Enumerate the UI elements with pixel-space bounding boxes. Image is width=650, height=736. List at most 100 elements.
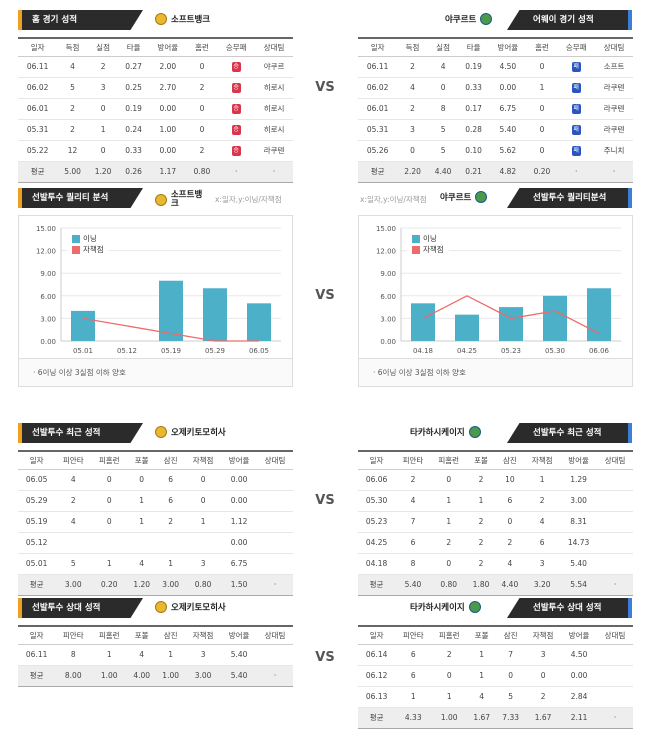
team-name: 오제키토모히사 xyxy=(155,601,226,613)
bar xyxy=(455,314,479,341)
table-cell: 6 xyxy=(395,532,431,554)
column-header: 일자 xyxy=(358,37,398,57)
table-cell: 히로시 xyxy=(255,77,293,99)
table-row: 06.12 6 0 1 0 0 0.00 xyxy=(358,665,633,687)
column-header: 일자 xyxy=(18,450,56,470)
pitcher-recent-table: 일자 피안타 피홈런 포볼 삼진 자책점 방어율 상대팀 06.05 4 0 0 6 0 0.00 05.29… xyxy=(18,450,293,596)
table-cell xyxy=(257,553,293,575)
table-cell: 2 xyxy=(186,140,218,162)
table-cell: 1 xyxy=(156,553,186,575)
table-cell: 2 xyxy=(87,56,119,78)
line-series xyxy=(82,317,259,342)
team-label: 타카하시케이지 xyxy=(410,428,465,438)
table-cell: 2 xyxy=(395,469,431,491)
bar xyxy=(543,295,567,341)
legend-item: 이닝 xyxy=(72,233,104,244)
team-logo-icon xyxy=(468,426,481,438)
table-cell: 8 xyxy=(55,644,92,666)
table-row: 06.11 2 4 0.19 4.50 0 패 소프트 xyxy=(358,56,633,78)
table-cell: · xyxy=(217,161,256,183)
table-row: 06.02 5 3 0.25 2.70 2 승 히로시 xyxy=(18,77,293,99)
table-cell: 2 xyxy=(57,119,88,141)
table-cell: 5 xyxy=(55,553,92,575)
table-cell: 평균 xyxy=(18,574,56,596)
table-cell: 6.75 xyxy=(221,553,258,575)
result-badge: 패 xyxy=(571,83,581,93)
table-cell: 0.00 xyxy=(221,532,258,554)
table-cell: 0 xyxy=(526,56,558,78)
column-header: 일자 xyxy=(18,625,56,645)
column-header: 홈런 xyxy=(186,37,218,57)
table-cell: 0 xyxy=(186,98,218,120)
table-cell: 0.00 xyxy=(221,469,258,491)
table-cell: 05.22 xyxy=(18,140,58,162)
table-cell: 1.17 xyxy=(148,161,187,183)
table-cell: 0 xyxy=(427,77,459,99)
result-badge: 패 xyxy=(571,146,581,156)
table-cell: 승 xyxy=(217,98,256,120)
table-cell: 1 xyxy=(156,644,186,666)
table-cell xyxy=(257,532,293,554)
table-cell: 4.82 xyxy=(488,161,527,183)
table-cell: 0.19 xyxy=(118,98,149,120)
table-cell xyxy=(156,532,186,554)
table-cell: 5.40 xyxy=(488,119,527,141)
table-cell: 0.17 xyxy=(458,98,489,120)
table-header: 일자 피안타 피홈런 포볼 삼진 자책점 방어율 상대팀 xyxy=(358,450,633,470)
legend-swatch xyxy=(412,245,420,254)
table-cell: 2 xyxy=(397,98,428,120)
table-cell: 4.40 xyxy=(495,574,525,596)
pitcher-versus-table: 일자 피안타 피홈런 포볼 삼진 자책점 방어율 상대팀 06.11 8 1 4 1 3 5.40 평균 8.0… xyxy=(18,625,293,687)
legend-item: 자책점 xyxy=(72,244,104,255)
result-badge: 승 xyxy=(231,104,241,114)
chart-svg: 0.00 3.00 6.00 9.00 12.00 15.00 04.18 04.25 05.2… xyxy=(376,225,621,355)
table-cell: · xyxy=(597,574,633,596)
y-tick-label: 3.00 xyxy=(40,315,56,323)
table-cell: 0.25 xyxy=(118,77,149,99)
table-cell: 0.00 xyxy=(221,490,258,512)
column-header: 상대팀 xyxy=(255,37,293,57)
table-cell: · xyxy=(595,161,633,183)
y-tick-label: 12.00 xyxy=(36,248,56,256)
table-cell: 0 xyxy=(526,140,558,162)
table-cell: 0 xyxy=(185,469,222,491)
line-series xyxy=(422,295,600,335)
table-cell: 1.67 xyxy=(525,707,562,729)
table-cell: 승 xyxy=(217,56,256,78)
table-cell: 12 xyxy=(57,140,88,162)
result-badge: 패 xyxy=(571,62,581,72)
x-tick-label: 06.05 xyxy=(249,347,269,355)
table-cell: 04.25 xyxy=(358,532,396,554)
table-cell: 7 xyxy=(496,644,526,666)
vs-label: VS xyxy=(315,80,335,95)
table-cell: 4 xyxy=(467,686,497,708)
table-cell: 1 xyxy=(395,686,432,708)
table-header: 일자 피안타 피홈런 포볼 삼진 자책점 방어율 상대팀 xyxy=(18,450,293,470)
table-cell: 0.80 xyxy=(186,161,218,183)
legend-label: 자책점 xyxy=(423,245,444,254)
column-header: 자책점 xyxy=(185,450,222,470)
average-row: 평균 2.20 4.40 0.21 4.82 0.20 · · xyxy=(358,161,633,183)
table-cell: 4 xyxy=(397,77,428,99)
table-cell: 4 xyxy=(524,511,561,533)
axis-hint: x:일자,y:이닝/자책점 xyxy=(215,195,282,204)
table-cell: · xyxy=(255,161,293,183)
column-header: 승무패 xyxy=(217,37,256,57)
table-cell: 05.19 xyxy=(18,511,56,533)
table-cell: 4.33 xyxy=(395,707,432,729)
table-cell: 3.00 xyxy=(185,665,222,687)
table-cell: 1 xyxy=(467,644,497,666)
y-tick-label: 15.00 xyxy=(36,225,56,233)
table-cell: 0.20 xyxy=(91,574,128,596)
table-cell: 2.20 xyxy=(397,161,428,183)
table-cell: 3 xyxy=(87,77,119,99)
table-cell: 7 xyxy=(395,511,431,533)
table-cell: 06.02 xyxy=(18,77,58,99)
table-cell: 05.31 xyxy=(358,119,398,141)
table-header: 일자 피안타 피홈런 포볼 삼진 자책점 방어율 상대팀 xyxy=(358,625,633,645)
result-badge: 승 xyxy=(231,146,241,156)
table-cell: 승 xyxy=(217,119,256,141)
table-cell: 2 xyxy=(525,686,562,708)
table-cell: 라쿠텐 xyxy=(255,140,293,162)
table-cell: 2 xyxy=(186,77,218,99)
